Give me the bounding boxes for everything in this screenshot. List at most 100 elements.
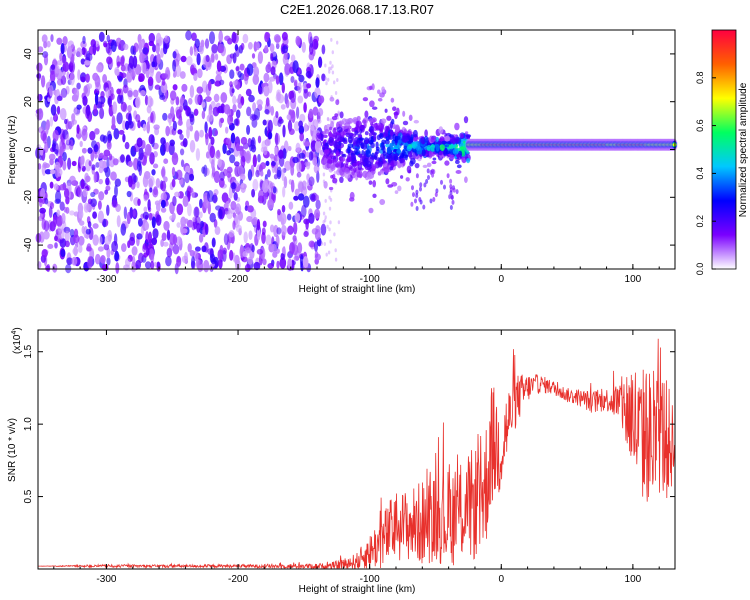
heatmap-cell [237, 164, 244, 176]
heatmap-cell [114, 68, 120, 77]
heatmap-cell [189, 173, 195, 182]
heatmap-cell [106, 130, 112, 143]
heatmap-cell [111, 240, 118, 253]
heatmap-cell [120, 64, 126, 72]
heatmap-cell [39, 212, 43, 220]
heatmap-cell [298, 125, 305, 135]
heatmap-cell [413, 119, 420, 124]
heatmap-cell [172, 234, 178, 245]
heatmap-cell [180, 228, 188, 234]
heatmap-cell [385, 143, 390, 148]
snr-y-axis: 0.5 1.0 1.5 [23, 344, 675, 504]
heatmap-cell [98, 235, 103, 245]
heatmap-cell [293, 221, 298, 235]
heatmap-cell [154, 84, 161, 90]
heatmap-cell [265, 160, 270, 167]
heatmap-cell [310, 125, 315, 131]
heatmap-cell [272, 186, 277, 194]
heatmap-cell [328, 136, 334, 143]
heatmap-cell [155, 177, 161, 188]
heatmap-cell [66, 257, 73, 266]
heatmap-cell [270, 66, 276, 76]
heatmap-cell [103, 243, 110, 251]
heatmap-cell [85, 203, 92, 212]
heatmap-cell [155, 71, 162, 84]
heatmap-cell [152, 228, 159, 239]
heatmap-cell [46, 264, 51, 273]
heatmap-cell [160, 180, 167, 192]
y-tick-label: 1.0 [23, 417, 34, 431]
heatmap-cell [145, 231, 149, 244]
heatmap-cell [142, 61, 147, 75]
heatmap-cell [308, 151, 314, 161]
heatmap-cell [389, 129, 394, 137]
heatmap-cell [289, 242, 295, 255]
heatmap-cell [175, 109, 182, 119]
heatmap-cell [166, 229, 171, 241]
heatmap-cell [71, 113, 76, 122]
heatmap-cell [399, 158, 405, 164]
heatmap-cell [328, 69, 331, 74]
heatmap-cell [73, 106, 78, 114]
heatmap-cell [337, 110, 340, 115]
heatmap-cell [284, 160, 291, 171]
heatmap-cell [324, 145, 328, 150]
heatmap-cell [455, 159, 460, 165]
heatmap-cell [142, 174, 149, 188]
heatmap-cell [196, 68, 203, 79]
heatmap-cell [123, 43, 129, 51]
heatmap-cell [257, 135, 262, 144]
heatmap-cell [455, 170, 462, 174]
heatmap-cell [287, 225, 294, 235]
heatmap-cell [149, 152, 155, 165]
heatmap-cell [330, 174, 334, 179]
heatmap-cell [261, 227, 266, 236]
heatmap-cell [160, 168, 166, 177]
heatmap-cell [448, 144, 454, 150]
heatmap-cell [244, 150, 252, 164]
heatmap-cell [243, 231, 248, 244]
heatmap-cell [199, 198, 203, 209]
heatmap-cell [464, 131, 469, 135]
heatmap-cell [40, 130, 47, 142]
heatmap-cell [142, 211, 150, 220]
heatmap-cell [39, 199, 43, 208]
heatmap-cell [200, 39, 205, 48]
heatmap-cell [231, 31, 237, 44]
heatmap-cell [129, 232, 135, 242]
heatmap-cell [52, 263, 58, 273]
heatmap-cell [169, 215, 175, 221]
heatmap-cell [288, 128, 295, 135]
heatmap-cell [80, 178, 85, 190]
heatmap-cell [203, 164, 208, 177]
heatmap-cell [415, 193, 419, 199]
heatmap-cell [425, 179, 429, 184]
heatmap-cell [315, 194, 319, 202]
heatmap-cell [258, 189, 265, 202]
heatmap-cell [380, 118, 387, 124]
heatmap-cell [282, 124, 286, 138]
heatmap-cell [99, 107, 105, 120]
heatmap-cell [422, 204, 426, 210]
heatmap-cell [335, 99, 340, 106]
heatmap-cell [241, 182, 245, 189]
heatmap-cell [69, 175, 76, 185]
heatmap-cell [230, 200, 237, 211]
heatmap-cell [324, 128, 329, 134]
heatmap-cell [163, 158, 169, 164]
heatmap-cell [256, 99, 263, 107]
heatmap-cell [297, 82, 302, 94]
heatmap-cell [81, 128, 88, 142]
heatmap-cell [298, 120, 303, 128]
heatmap-cell [149, 187, 153, 193]
heatmap-cell [175, 53, 181, 62]
heatmap-cell [136, 233, 143, 240]
heatmap-cell [281, 168, 285, 182]
heatmap-cell [39, 207, 46, 214]
heatmap-cell [127, 240, 131, 249]
heatmap-cell [326, 117, 330, 121]
heatmap-cell [295, 142, 301, 153]
heatmap-cell [41, 249, 48, 258]
heatmap-cell [443, 184, 446, 190]
y-tick-label: 40 [23, 48, 34, 60]
